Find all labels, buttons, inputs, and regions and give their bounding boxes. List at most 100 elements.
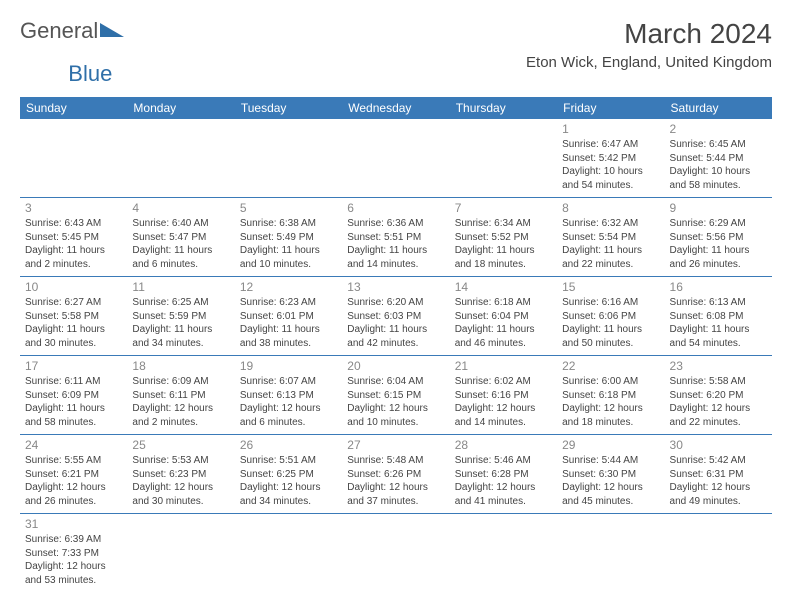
day-number: 14 xyxy=(455,280,552,294)
daylight-text: Daylight: 11 hours and 10 minutes. xyxy=(240,244,337,271)
sunset-text: Sunset: 6:11 PM xyxy=(132,389,229,403)
sunrise-text: Sunrise: 6:00 AM xyxy=(562,375,659,389)
day-number: 9 xyxy=(670,201,767,215)
day-number: 6 xyxy=(347,201,444,215)
daylight-text: Daylight: 12 hours and 53 minutes. xyxy=(25,560,122,587)
empty-cell xyxy=(235,119,342,197)
day-header-row: SundayMondayTuesdayWednesdayThursdayFrid… xyxy=(20,97,772,119)
day-number: 25 xyxy=(132,438,229,452)
day-cell: 11Sunrise: 6:25 AMSunset: 5:59 PMDayligh… xyxy=(127,277,234,355)
day-number: 5 xyxy=(240,201,337,215)
day-header: Monday xyxy=(127,97,234,119)
week-row: 31Sunrise: 6:39 AMSunset: 7:33 PMDayligh… xyxy=(20,514,772,592)
daylight-text: Daylight: 11 hours and 54 minutes. xyxy=(670,323,767,350)
day-cell: 28 Sunrise: 5:46 AMSunset: 6:28 PMDayligh… xyxy=(450,435,557,513)
day-number: 21 xyxy=(455,359,552,373)
day-number: 28 xyxy=(455,438,552,452)
sunrise-text: Sunrise: 6:20 AM xyxy=(347,296,444,310)
day-info: Sunrise: 6:36 AMSunset: 5:51 PMDaylight:… xyxy=(347,217,444,271)
day-cell: 2 Sunrise: 6:45 AMSunset: 5:44 PMDaylight… xyxy=(665,119,772,197)
day-info: Sunrise: 6:45 AMSunset: 5:44 PMDaylight:… xyxy=(670,138,767,192)
sunset-text: Sunset: 5:44 PM xyxy=(670,152,767,166)
empty-cell xyxy=(127,119,234,197)
sunrise-text: Sunrise: 5:46 AM xyxy=(455,454,552,468)
sunrise-text: Sunrise: 5:48 AM xyxy=(347,454,444,468)
sunrise-text: Sunrise: 6:13 AM xyxy=(670,296,767,310)
day-number: 11 xyxy=(132,280,229,294)
sunset-text: Sunset: 6:18 PM xyxy=(562,389,659,403)
sunset-text: Sunset: 6:20 PM xyxy=(670,389,767,403)
sunset-text: Sunset: 5:49 PM xyxy=(240,231,337,245)
day-cell: 20Sunrise: 6:04 AMSunset: 6:15 PMDayligh… xyxy=(342,356,449,434)
day-info: Sunrise: 6:29 AMSunset: 5:56 PMDaylight:… xyxy=(670,217,767,271)
day-info: Sunrise: 5:58 AMSunset: 6:20 PMDaylight:… xyxy=(670,375,767,429)
day-cell: 23Sunrise: 5:58 AMSunset: 6:20 PMDayligh… xyxy=(665,356,772,434)
sunset-text: Sunset: 6:13 PM xyxy=(240,389,337,403)
day-number: 1 xyxy=(562,122,659,136)
empty-cell xyxy=(557,514,664,592)
daylight-text: Daylight: 12 hours and 6 minutes. xyxy=(240,402,337,429)
logo-text-general: General xyxy=(20,18,98,44)
sunrise-text: Sunrise: 6:36 AM xyxy=(347,217,444,231)
sunset-text: Sunset: 5:56 PM xyxy=(670,231,767,245)
day-number: 12 xyxy=(240,280,337,294)
daylight-text: Daylight: 11 hours and 22 minutes. xyxy=(562,244,659,271)
day-cell: 13 Sunrise: 6:20 AMSunset: 6:03 PMDayligh… xyxy=(342,277,449,355)
day-info: Sunrise: 6:23 AMSunset: 6:01 PMDaylight:… xyxy=(240,296,337,350)
day-cell: 17Sunrise: 6:11 AMSunset: 6:09 PMDayligh… xyxy=(20,356,127,434)
sunset-text: Sunset: 5:54 PM xyxy=(562,231,659,245)
day-number: 30 xyxy=(670,438,767,452)
logo-triangle-icon xyxy=(100,23,124,37)
sunrise-text: Sunrise: 6:16 AM xyxy=(562,296,659,310)
daylight-text: Daylight: 11 hours and 50 minutes. xyxy=(562,323,659,350)
daylight-text: Daylight: 11 hours and 26 minutes. xyxy=(670,244,767,271)
sunset-text: Sunset: 6:03 PM xyxy=(347,310,444,324)
day-number: 4 xyxy=(132,201,229,215)
sunset-text: Sunset: 6:16 PM xyxy=(455,389,552,403)
day-number: 13 xyxy=(347,280,444,294)
daylight-text: Daylight: 11 hours and 30 minutes. xyxy=(25,323,122,350)
sunset-text: Sunset: 7:33 PM xyxy=(25,547,122,561)
sunset-text: Sunset: 6:28 PM xyxy=(455,468,552,482)
daylight-text: Daylight: 12 hours and 14 minutes. xyxy=(455,402,552,429)
daylight-text: Daylight: 12 hours and 30 minutes. xyxy=(132,481,229,508)
daylight-text: Daylight: 10 hours and 54 minutes. xyxy=(562,165,659,192)
sunrise-text: Sunrise: 5:55 AM xyxy=(25,454,122,468)
day-cell: 19Sunrise: 6:07 AMSunset: 6:13 PMDayligh… xyxy=(235,356,342,434)
day-number: 22 xyxy=(562,359,659,373)
day-cell: 25Sunrise: 5:53 AMSunset: 6:23 PMDayligh… xyxy=(127,435,234,513)
day-info: Sunrise: 5:46 AMSunset: 6:28 PMDaylight:… xyxy=(455,454,552,508)
day-cell: 21Sunrise: 6:02 AMSunset: 6:16 PMDayligh… xyxy=(450,356,557,434)
day-cell: 26Sunrise: 5:51 AMSunset: 6:25 PMDayligh… xyxy=(235,435,342,513)
month-title: March 2024 xyxy=(526,18,772,50)
day-info: Sunrise: 6:47 AMSunset: 5:42 PMDaylight:… xyxy=(562,138,659,192)
sunset-text: Sunset: 6:26 PM xyxy=(347,468,444,482)
sunrise-text: Sunrise: 6:09 AM xyxy=(132,375,229,389)
day-info: Sunrise: 6:18 AMSunset: 6:04 PMDaylight:… xyxy=(455,296,552,350)
day-number: 2 xyxy=(670,122,767,136)
sunset-text: Sunset: 5:52 PM xyxy=(455,231,552,245)
sunset-text: Sunset: 6:21 PM xyxy=(25,468,122,482)
sunrise-text: Sunrise: 6:18 AM xyxy=(455,296,552,310)
sunset-text: Sunset: 5:42 PM xyxy=(562,152,659,166)
daylight-text: Daylight: 12 hours and 45 minutes. xyxy=(562,481,659,508)
week-row: 1 Sunrise: 6:47 AMSunset: 5:42 PMDaylight… xyxy=(20,119,772,198)
empty-cell xyxy=(342,514,449,592)
daylight-text: Daylight: 12 hours and 26 minutes. xyxy=(25,481,122,508)
sunrise-text: Sunrise: 6:40 AM xyxy=(132,217,229,231)
sunset-text: Sunset: 6:25 PM xyxy=(240,468,337,482)
daylight-text: Daylight: 11 hours and 38 minutes. xyxy=(240,323,337,350)
empty-cell xyxy=(127,514,234,592)
daylight-text: Daylight: 11 hours and 42 minutes. xyxy=(347,323,444,350)
sunrise-text: Sunrise: 6:34 AM xyxy=(455,217,552,231)
sunset-text: Sunset: 6:01 PM xyxy=(240,310,337,324)
day-cell: 12 Sunrise: 6:23 AMSunset: 6:01 PMDayligh… xyxy=(235,277,342,355)
daylight-text: Daylight: 12 hours and 18 minutes. xyxy=(562,402,659,429)
daylight-text: Daylight: 11 hours and 6 minutes. xyxy=(132,244,229,271)
day-info: Sunrise: 5:51 AMSunset: 6:25 PMDaylight:… xyxy=(240,454,337,508)
day-number: 29 xyxy=(562,438,659,452)
sunset-text: Sunset: 5:47 PM xyxy=(132,231,229,245)
sunrise-text: Sunrise: 5:58 AM xyxy=(670,375,767,389)
sunrise-text: Sunrise: 6:23 AM xyxy=(240,296,337,310)
day-cell: 30Sunrise: 5:42 AMSunset: 6:31 PMDayligh… xyxy=(665,435,772,513)
